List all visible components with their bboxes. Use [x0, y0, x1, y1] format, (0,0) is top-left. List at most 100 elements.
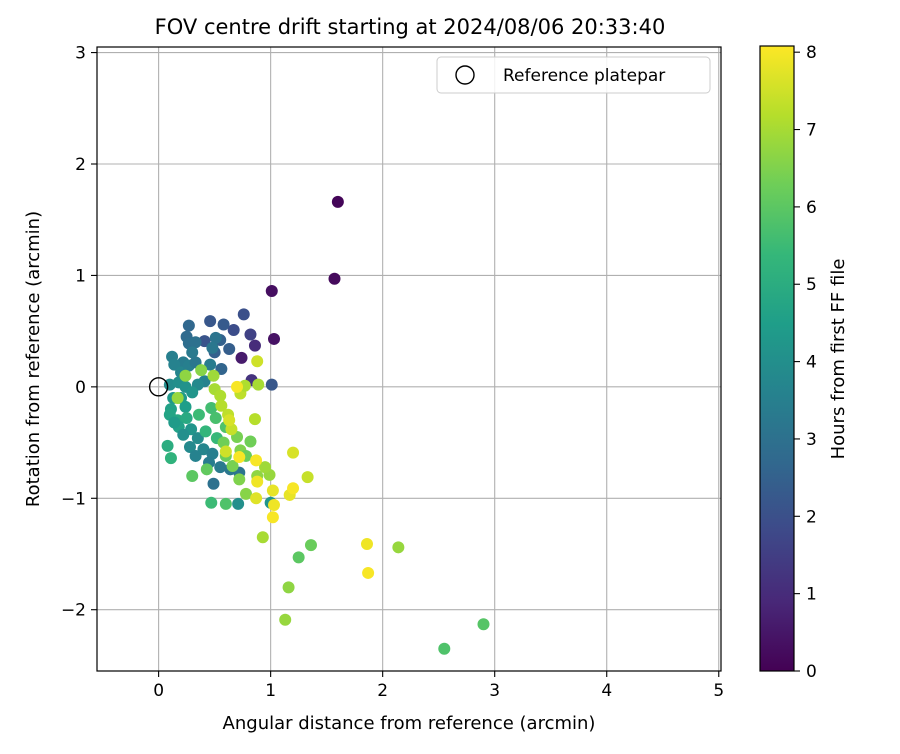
scatter-point — [199, 425, 212, 438]
scatter-point — [192, 408, 205, 421]
scatter-point — [209, 412, 222, 425]
scatter-point — [200, 463, 213, 476]
colorbar-tick-label: 7 — [806, 121, 817, 141]
y-tick-label: 1 — [75, 266, 86, 286]
scatter-point — [244, 435, 257, 448]
scatter-point — [164, 452, 177, 465]
scatter-point — [268, 332, 281, 345]
scatter-point — [237, 308, 250, 321]
scatter-point — [177, 428, 190, 441]
scatter-point — [392, 541, 405, 554]
scatter-point — [231, 380, 244, 393]
colorbar-tick-label: 3 — [806, 430, 817, 450]
scatter-point — [259, 461, 272, 474]
colorbar: 0 1 2 3 4 5 6 7 8 Hours from first FF file — [759, 43, 849, 682]
scatter-point — [331, 195, 344, 208]
scatter-point — [168, 416, 181, 429]
y-tick-label: 3 — [75, 44, 86, 64]
scatter-point — [191, 432, 204, 445]
x-tick-label: 4 — [601, 681, 612, 701]
scatter-point — [226, 459, 239, 472]
scatter-point — [179, 369, 192, 382]
x-axis-label: Angular distance from reference (arcmin) — [223, 713, 596, 734]
x-axis-ticks: 0 1 2 3 4 5 — [153, 671, 724, 701]
scatter-point — [207, 477, 220, 490]
scatter-point — [233, 451, 246, 464]
scatter-point — [292, 551, 305, 564]
scatter-point — [232, 497, 245, 510]
scatter-point — [182, 319, 195, 332]
x-tick-label: 5 — [713, 681, 724, 701]
scatter-point — [214, 389, 227, 402]
scatter-point — [215, 363, 228, 376]
colorbar-tick-label: 1 — [806, 585, 817, 605]
scatter-point — [209, 331, 222, 344]
scatter-point — [205, 496, 218, 509]
colorbar-tick-label: 0 — [806, 662, 817, 682]
scatter-point — [171, 392, 184, 404]
scatter-point — [252, 378, 265, 391]
chart-title: FOV centre drift starting at 2024/08/06 … — [155, 15, 666, 39]
scatter-point — [197, 443, 210, 456]
scatter-point — [328, 272, 341, 285]
scatter-point — [250, 492, 263, 505]
scatter-point — [163, 378, 176, 391]
scatter-point — [207, 369, 220, 382]
scatter-point — [186, 470, 199, 482]
scatter-point — [266, 511, 279, 524]
scatter-point — [219, 497, 232, 510]
legend-open-circle-icon — [455, 65, 475, 85]
x-tick-label: 0 — [153, 681, 164, 701]
scatter-point — [161, 439, 174, 452]
colorbar-frame — [759, 45, 795, 672]
scatter-point — [282, 581, 295, 594]
scatter-point — [268, 498, 281, 511]
axes-frame — [96, 46, 722, 672]
scatter-point — [304, 539, 317, 552]
scatter-point — [235, 351, 248, 364]
colorbar-ticks: 0 1 2 3 4 5 6 7 8 — [794, 43, 817, 682]
scatter-point — [239, 487, 252, 500]
colorbar-tick-label: 5 — [806, 275, 817, 295]
scatter-point — [362, 566, 375, 579]
scatter-point — [214, 461, 227, 474]
scatter-point — [265, 285, 278, 298]
x-tick-label: 2 — [377, 681, 388, 701]
scatter-point — [301, 471, 314, 484]
scatter-point — [438, 642, 451, 655]
scatter-point — [360, 537, 373, 550]
scatter-point — [279, 613, 292, 626]
scatter-point — [227, 324, 240, 337]
scatter-point — [223, 414, 236, 427]
scatter-point — [168, 358, 181, 371]
y-tick-label: 2 — [75, 155, 86, 175]
scatter-points — [161, 195, 490, 655]
scatter-point — [233, 473, 246, 486]
scatter-point — [198, 335, 211, 348]
scatter-point — [205, 402, 218, 415]
scatter-point — [195, 364, 208, 377]
scatter-point — [256, 531, 269, 544]
y-tick-label: −1 — [61, 489, 86, 509]
colorbar-gradient — [760, 46, 794, 671]
scatter-point — [251, 475, 264, 488]
scatter-point — [244, 328, 257, 341]
legend-box — [436, 56, 711, 94]
scatter-point — [477, 618, 490, 631]
scatter-point — [206, 341, 219, 354]
colorbar-tick-label: 8 — [806, 43, 817, 63]
scatter-point — [266, 484, 279, 497]
scatter-point — [250, 454, 263, 467]
scatter-point — [186, 386, 199, 399]
axes-background — [97, 47, 721, 671]
scatter-point — [215, 399, 228, 412]
x-tick-label: 1 — [265, 681, 276, 701]
scatter-point — [251, 355, 264, 368]
x-tick-label: 3 — [489, 681, 500, 701]
scatter-point — [189, 336, 202, 349]
scatter-point — [189, 449, 202, 462]
legend-label-reference-platepar: Reference platepar — [503, 66, 665, 86]
legend: Reference platepar — [436, 56, 711, 94]
